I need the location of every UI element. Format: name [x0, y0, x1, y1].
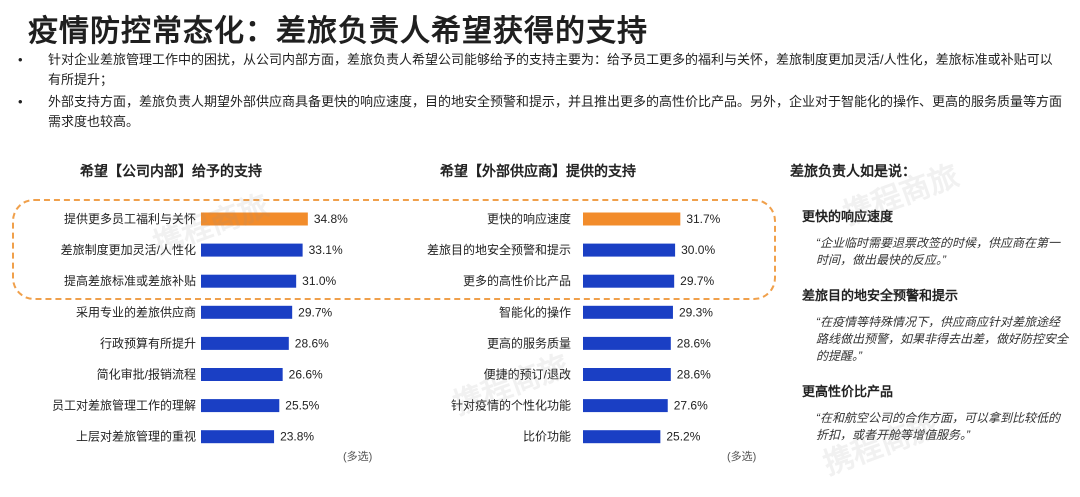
category-label: 比价功能	[523, 430, 571, 444]
chart-title-external: 希望【外部供应商】提供的支持	[440, 163, 636, 179]
bar	[583, 305, 673, 319]
quote-block: 差旅目的地安全预警和提示 “在疫情等特殊情况下，供应商应针对差旅途经路线做出预警…	[790, 285, 1075, 365]
bar	[201, 305, 293, 319]
top3-highlight-box	[12, 199, 776, 300]
category-label: 员工对差旅管理工作的理解	[52, 398, 196, 413]
category-label: 行政预算有所提升	[100, 335, 196, 350]
quote-heading: 更快的响应速度	[802, 209, 894, 224]
category-label: 针对疫情的个性化功能	[451, 398, 571, 413]
value-label: 29.7%	[680, 274, 714, 288]
bar	[201, 274, 297, 288]
quote-heading: 差旅目的地安全预警和提示	[802, 288, 959, 303]
summary-bullets: • 针对企业差旅管理工作中的困扰，从公司内部方面，差旅负责人希望公司能够给予的支…	[14, 50, 1064, 134]
quote-text: “企业临时需要退票改签的时候，供应商在第一时间，做出最快的反应。”	[816, 236, 1060, 267]
quote-heading: 更高性价比产品	[802, 384, 894, 399]
bar	[583, 368, 671, 381]
bar	[201, 243, 303, 257]
value-label: 31.7%	[686, 212, 720, 226]
bar	[583, 430, 661, 444]
quote-text: “在和航空公司的合作方面，可以拿到比较低的折扣，或者开舱等增值服务。”	[816, 411, 1060, 442]
value-label: 29.7%	[298, 305, 332, 319]
value-label: 33.1%	[309, 243, 343, 257]
bullet-dot: •	[18, 52, 23, 67]
value-label: 31.0%	[302, 274, 336, 288]
value-label: 25.5%	[285, 399, 319, 413]
category-label: 更高的服务质量	[487, 335, 571, 350]
value-label: 28.6%	[677, 336, 711, 350]
value-label: 28.6%	[677, 368, 711, 382]
category-label: 更快的响应速度	[487, 211, 571, 226]
bullet-dot: •	[18, 94, 23, 109]
quote-panel-title: 差旅负责人如是说：	[790, 163, 916, 179]
bullet-item: • 针对企业差旅管理工作中的困扰，从公司内部方面，差旅负责人希望公司能够给予的支…	[14, 50, 1064, 90]
category-label: 便捷的预订/退改	[484, 367, 571, 382]
bar	[201, 430, 275, 444]
multi-select-note: (多选)	[343, 451, 373, 463]
bar	[583, 399, 668, 413]
bullet-text: 外部支持方面，差旅负责人期望外部供应商具备更快的响应速度，目的地安全预警和提示，…	[48, 94, 1063, 129]
bar	[583, 212, 681, 226]
bar-charts: 提供更多员工福利与关怀 34.8% 差旅制度更加灵活/人性化 33.1% 提高差旅标准或…	[52, 211, 721, 444]
chart-title-internal: 希望【公司内部】给予的支持	[80, 163, 262, 179]
category-label: 提供更多员工福利与关怀	[64, 211, 196, 226]
quote-text: “在疫情等特殊情况下，供应商应针对差旅途经路线做出预警，如果非得去出差，做好防控…	[816, 315, 1069, 363]
value-label: 26.6%	[289, 368, 323, 382]
bar	[201, 368, 283, 381]
category-label: 上层对差旅管理的重视	[76, 429, 196, 444]
value-label: 23.8%	[280, 430, 314, 444]
value-label: 25.2%	[666, 430, 700, 444]
bar	[201, 399, 280, 413]
quote-panel: 差旅负责人如是说： 更快的响应速度 “企业临时需要退票改签的时候，供应商在第一时…	[790, 161, 1075, 460]
category-label: 智能化的操作	[499, 304, 571, 319]
bar	[583, 274, 675, 288]
value-label: 28.6%	[295, 336, 329, 350]
category-label: 简化审批/报销流程	[97, 367, 196, 382]
category-label: 更多的高性价比产品	[463, 273, 571, 288]
category-label: 提高差旅标准或差旅补贴	[64, 273, 196, 288]
quote-block: 更高性价比产品 “在和航空公司的合作方面，可以拿到比较低的折扣，或者开舱等增值服…	[790, 381, 1075, 444]
bar	[201, 336, 289, 350]
bar	[201, 212, 308, 226]
bar	[583, 243, 676, 257]
category-label: 采用专业的差旅供应商	[76, 304, 196, 319]
value-label: 27.6%	[674, 399, 708, 413]
value-label: 29.3%	[679, 305, 713, 319]
category-label: 差旅制度更加灵活/人性化	[61, 242, 196, 257]
multi-select-note: (多选)	[727, 451, 757, 463]
bullet-item: • 外部支持方面，差旅负责人期望外部供应商具备更快的响应速度，目的地安全预警和提…	[14, 92, 1064, 132]
value-label: 34.8%	[314, 212, 348, 226]
category-label: 差旅目的地安全预警和提示	[427, 242, 571, 257]
bar	[583, 336, 671, 350]
page-title: 疫情防控常态化：差旅负责人希望获得的支持	[28, 15, 648, 48]
quote-block: 更快的响应速度 “企业临时需要退票改签的时候，供应商在第一时间，做出最快的反应。…	[790, 206, 1075, 269]
value-label: 30.0%	[681, 243, 715, 257]
bullet-text: 针对企业差旅管理工作中的困扰，从公司内部方面，差旅负责人希望公司能够给予的支持主…	[48, 52, 1053, 87]
